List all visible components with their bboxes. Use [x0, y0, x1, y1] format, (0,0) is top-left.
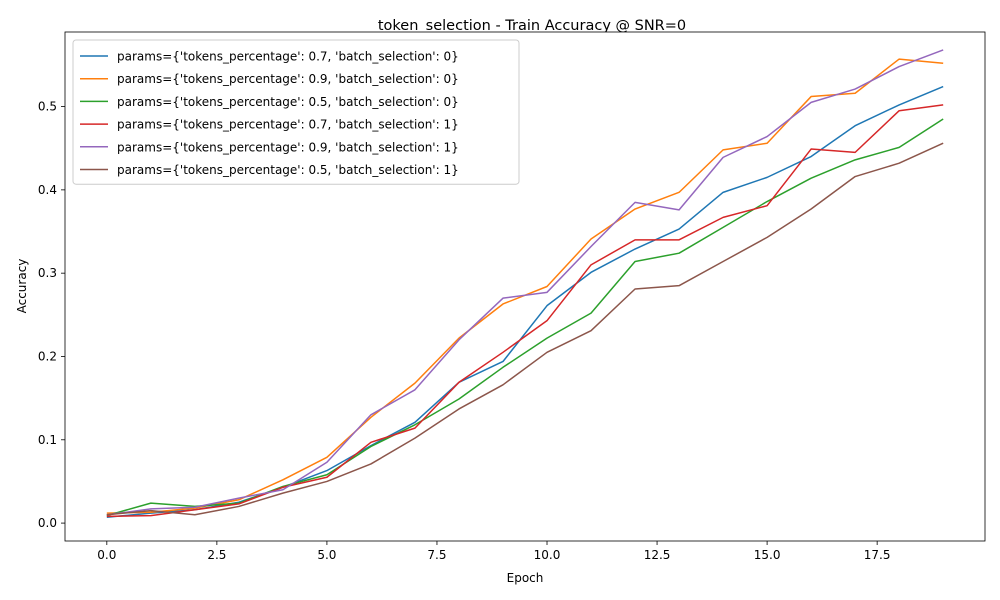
- legend-box: [72, 39, 520, 185]
- x-tick-label: 5.0: [317, 548, 336, 562]
- y-axis-title: Accuracy: [15, 259, 29, 314]
- x-tick-label: 0.0: [97, 548, 116, 562]
- x-tick-label: 2.5: [207, 548, 226, 562]
- y-tick-label: 0.5: [38, 100, 57, 114]
- chart-title: token_selection - Train Accuracy @ SNR=0: [378, 18, 686, 34]
- x-tick-label: 10.0: [534, 548, 561, 562]
- y-axis: 0.0 0.1 0.2 0.3 0.4 0.5: [38, 100, 65, 530]
- x-tick-label: 12.5: [644, 548, 671, 562]
- x-tick-label: 15.0: [754, 548, 781, 562]
- x-tick-label: 17.5: [864, 548, 891, 562]
- y-tick-label: 0.3: [38, 266, 57, 280]
- series-layer: [106, 49, 944, 519]
- y-tick-label: 0.4: [38, 183, 57, 197]
- series-line-6: [106, 142, 944, 516]
- plot-frame: [64, 31, 986, 542]
- series-line-3: [106, 118, 944, 517]
- x-axis-title: Epoch: [507, 571, 544, 585]
- legend-entry: params={'tokens_percentage': 0.7, 'batch…: [117, 118, 459, 132]
- legend-entry: params={'tokens_percentage': 0.5, 'batch…: [117, 163, 459, 177]
- legend-entry: params={'tokens_percentage': 0.7, 'batch…: [117, 50, 459, 64]
- legend: params={'tokens_percentage': 0.7, 'batch…: [72, 39, 520, 185]
- legend-entry: params={'tokens_percentage': 0.5, 'batch…: [117, 95, 459, 109]
- series-line-4: [106, 104, 944, 518]
- legend-entry: params={'tokens_percentage': 0.9, 'batch…: [117, 72, 459, 86]
- legend-entry: params={'tokens_percentage': 0.9, 'batch…: [117, 140, 459, 154]
- x-axis: 0.0 2.5 5.0 7.5 10.0 12.5 15.0 17.5: [97, 541, 891, 562]
- y-tick-label: 0.0: [38, 516, 57, 530]
- series-line-5: [106, 49, 944, 516]
- x-tick-label: 7.5: [427, 548, 446, 562]
- y-tick-label: 0.2: [38, 349, 57, 363]
- y-tick-label: 0.1: [38, 433, 57, 447]
